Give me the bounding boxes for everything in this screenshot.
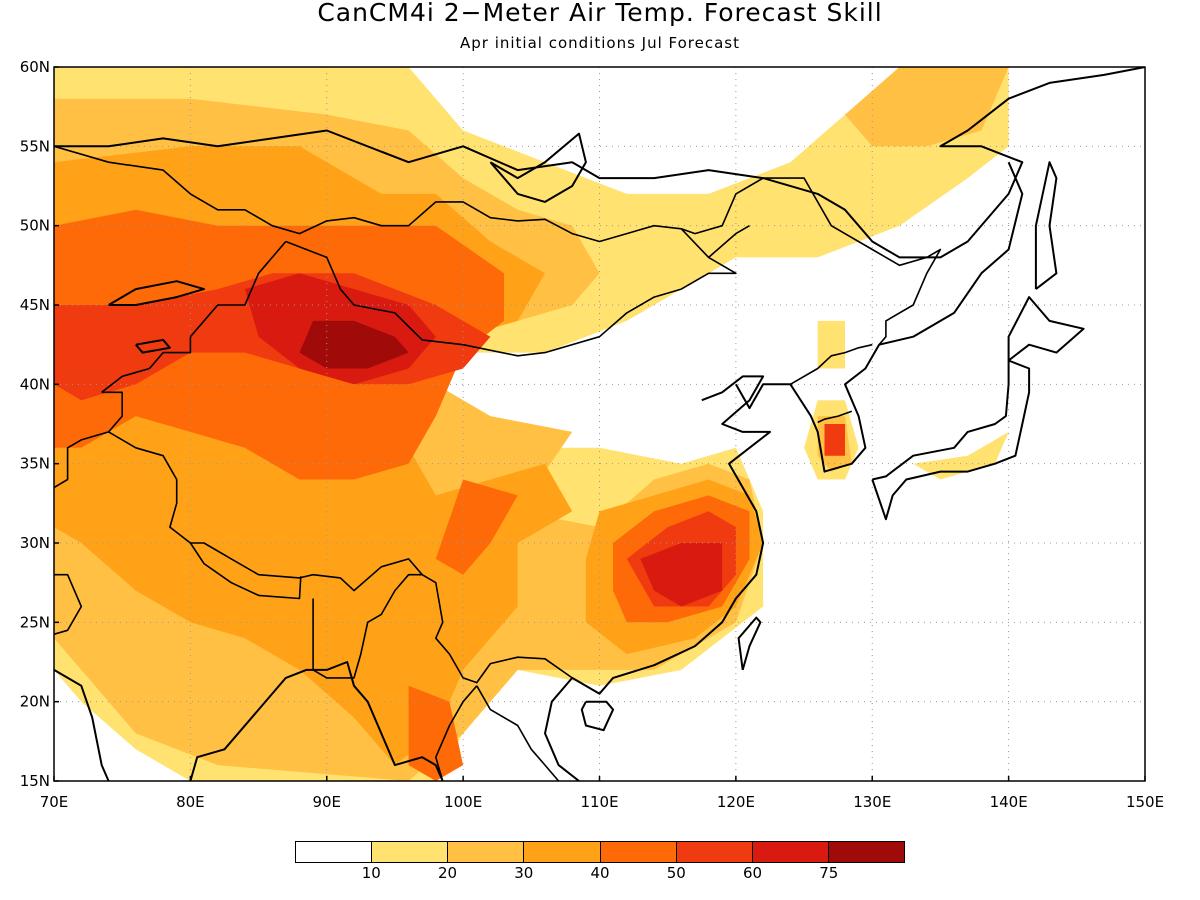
map-subtitle: Apr initial conditions Jul Forecast xyxy=(459,34,740,52)
colorbar-swatch xyxy=(676,842,753,862)
country-border xyxy=(101,336,192,393)
country-border xyxy=(189,542,302,600)
lat-tick-label: 50N xyxy=(20,217,50,235)
colorbar-label: 60 xyxy=(742,864,763,882)
axis-labels: 60N 55N 50N 45N 40N 35N 30N 25N 20N 15N 70E 80E 90E 1… xyxy=(20,58,1164,811)
lon-tick-label: 130E xyxy=(853,793,891,811)
lat-tick-label: 35N xyxy=(20,455,50,473)
lat-tick-label: 20N xyxy=(20,693,50,711)
lat-tick-label: 60N xyxy=(20,58,50,76)
lat-tick-label: 45N xyxy=(20,296,50,314)
country-border xyxy=(189,240,287,338)
coastline xyxy=(54,67,1145,259)
coastline xyxy=(108,280,205,306)
country-border xyxy=(108,431,573,684)
colorbar-label: 10 xyxy=(361,864,381,882)
colorbar-swatch xyxy=(752,842,829,862)
map-title: CanCM4i 2−Meter Air Temp. Forecast Skill xyxy=(317,0,883,27)
skill-region-level-7 xyxy=(299,320,409,369)
skill-shading-layer xyxy=(54,67,1009,781)
lat-tick-label: 40N xyxy=(20,375,50,393)
country-border xyxy=(312,573,423,679)
country-border xyxy=(708,225,750,259)
skill-region-level-6 xyxy=(640,543,723,607)
colorbar-swatch xyxy=(448,842,525,862)
lon-tick-label: 90E xyxy=(312,793,341,811)
coastline xyxy=(1034,161,1058,290)
coastline xyxy=(1007,296,1085,362)
skill-region-level-5 xyxy=(824,424,845,456)
coastline xyxy=(580,700,615,732)
country-border xyxy=(54,573,83,636)
skill-region-level-1 xyxy=(913,431,1009,480)
country-border xyxy=(434,685,478,781)
coastline xyxy=(54,669,110,781)
skill-region-level-4 xyxy=(435,479,518,575)
country-border xyxy=(789,343,873,385)
lon-tick-label: 70E xyxy=(40,793,69,811)
coastline xyxy=(737,616,762,671)
colorbar xyxy=(295,841,905,863)
coastline xyxy=(189,661,444,781)
colorbar-label: 20 xyxy=(437,864,458,882)
colorbar-label: 75 xyxy=(819,864,839,882)
skill-region-level-2 xyxy=(845,67,1009,147)
colorbar-label: 50 xyxy=(666,864,686,882)
lon-tick-label: 150E xyxy=(1126,793,1164,811)
lon-tick-label: 140E xyxy=(990,793,1028,811)
country-border xyxy=(476,685,560,781)
colorbar-swatch xyxy=(372,842,449,862)
gridlines xyxy=(54,67,1145,781)
coastline-layer xyxy=(54,67,1145,781)
lon-tick-label: 110E xyxy=(580,793,618,811)
country-border xyxy=(817,410,853,424)
colorbar-swatch xyxy=(600,842,677,862)
lat-tick-label: 30N xyxy=(20,534,50,552)
colorbar-label: 30 xyxy=(514,864,534,882)
country-border xyxy=(101,391,123,433)
colorbar-swatch xyxy=(828,842,904,862)
coastline xyxy=(135,338,171,354)
lon-tick-label: 100E xyxy=(444,793,482,811)
colorbar-label: 40 xyxy=(590,864,610,882)
lat-tick-label: 15N xyxy=(20,772,50,790)
country-border xyxy=(285,228,737,357)
colorbar-swatch xyxy=(296,842,373,862)
lat-tick-label: 55N xyxy=(20,137,50,155)
country-border xyxy=(54,431,109,489)
coastline xyxy=(871,359,1031,521)
lon-tick-label: 80E xyxy=(176,793,205,811)
skill-region-level-1 xyxy=(817,320,845,369)
lat-tick-label: 25N xyxy=(20,613,50,631)
lon-tick-label: 120E xyxy=(717,793,755,811)
coastline xyxy=(489,132,587,203)
country-border xyxy=(54,145,942,346)
colorbar-swatch xyxy=(524,842,601,862)
